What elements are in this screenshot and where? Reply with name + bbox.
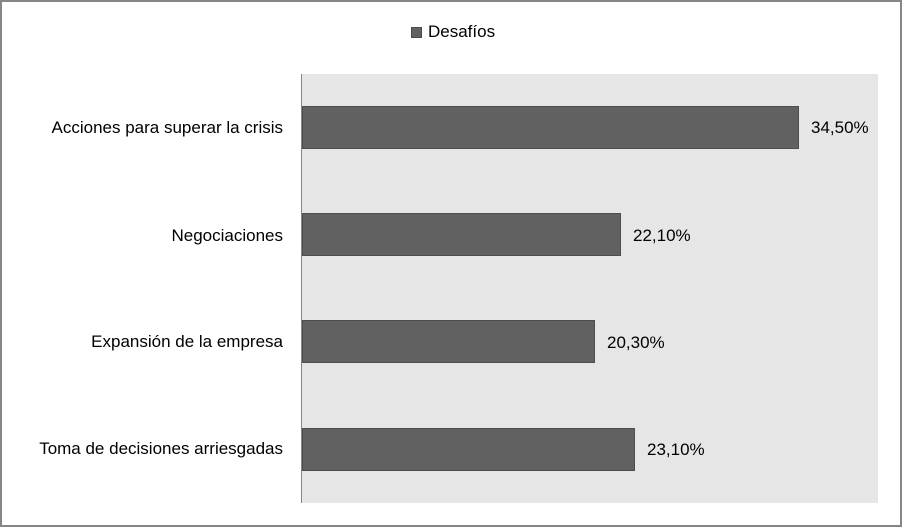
bar [302,213,621,256]
legend-swatch-icon [411,26,422,38]
legend-label: Desafíos [428,22,496,41]
category-label: Expansión de la empresa [91,332,283,351]
category-axis-line [301,74,302,503]
bar [302,320,595,363]
data-label: 20,30% [607,333,665,352]
category-label: Negociaciones [171,226,283,245]
bar [302,428,635,471]
data-label: 22,10% [633,226,691,245]
data-label: 34,50% [811,118,869,137]
category-label: Acciones para superar la crisis [51,118,283,137]
legend: Desafíos [411,21,495,43]
category-label: Toma de decisiones arriesgadas [39,439,283,458]
bar [302,106,799,149]
data-label: 23,10% [647,440,705,459]
